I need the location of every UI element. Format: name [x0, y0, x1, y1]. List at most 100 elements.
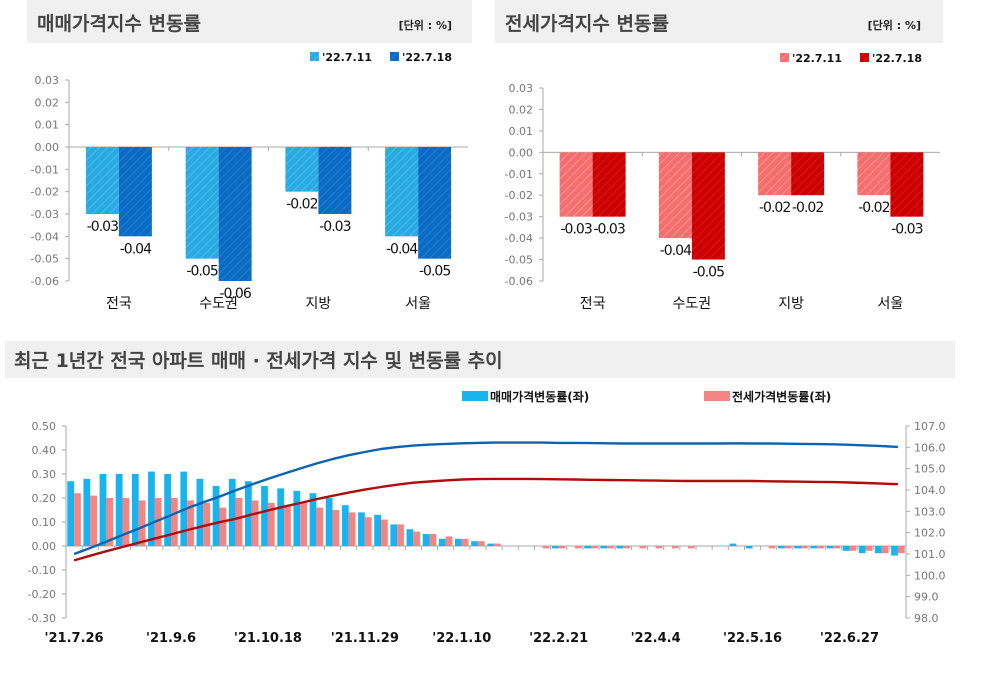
bar [791, 152, 824, 195]
data-label: -0.03 [87, 219, 118, 235]
category-label: 지방 [305, 296, 331, 312]
bar [494, 544, 501, 546]
bar [90, 496, 97, 546]
data-label: -0.02 [858, 200, 889, 216]
right-tick-label: 99.0 [914, 591, 939, 604]
category-label: 전국 [106, 296, 132, 312]
left-tick-label: 0.40 [32, 444, 57, 457]
bar [769, 546, 776, 548]
right-tick-label: 100.0 [914, 569, 946, 582]
legend-swatch [704, 391, 730, 401]
y-tick-label: 0.00 [509, 146, 534, 159]
bar [746, 546, 753, 548]
bar [139, 500, 146, 546]
bar [365, 517, 372, 546]
right-tick-label: 103.0 [914, 505, 946, 518]
bar [543, 546, 550, 548]
bar [197, 479, 204, 546]
data-label: -0.03 [594, 222, 625, 238]
bar [284, 505, 291, 546]
bar [875, 546, 882, 553]
y-tick-label: -0.06 [31, 275, 59, 288]
y-tick-label: -0.04 [505, 232, 533, 245]
bar [584, 546, 591, 548]
bar [119, 147, 152, 236]
bar [882, 546, 889, 553]
y-tick-label: 0.02 [509, 103, 534, 116]
y-tick-label: -0.05 [505, 254, 533, 267]
legend-label: 전세가격변동률(좌) [732, 389, 831, 404]
bar [785, 546, 792, 548]
data-label: -0.03 [319, 219, 350, 235]
bar [794, 546, 801, 548]
x-tick-label: '21.11.29 [331, 631, 399, 646]
bar [423, 534, 430, 546]
bar [623, 546, 630, 548]
bar [600, 546, 607, 548]
bar [293, 491, 300, 546]
jeonse-rate-chart: 전세가격지수 변동률[단위 : %]'22.7.11'22.7.180.030.… [495, 0, 943, 312]
unit-label: [단위 : %] [399, 18, 452, 32]
bar [758, 152, 791, 195]
data-label: -0.04 [120, 241, 152, 257]
bar [148, 472, 155, 546]
bar [446, 536, 453, 546]
bar [672, 546, 679, 548]
chart-title: 전세가격지수 변동률 [505, 13, 669, 35]
bar [778, 546, 785, 548]
bar [342, 505, 349, 546]
bar [100, 474, 107, 546]
y-tick-label: -0.03 [31, 208, 59, 221]
left-tick-label: -0.10 [28, 564, 56, 577]
bar [219, 147, 252, 281]
bar [559, 546, 566, 548]
bar [300, 503, 307, 546]
data-label: -0.02 [792, 200, 823, 216]
bar [462, 539, 469, 546]
bar [171, 498, 178, 546]
bar [385, 147, 418, 236]
bar [859, 546, 866, 553]
bar [261, 486, 268, 546]
bar [833, 546, 840, 548]
right-tick-label: 105.0 [914, 463, 946, 476]
left-tick-label: 0.00 [32, 540, 57, 553]
y-tick-label: -0.04 [31, 230, 59, 243]
y-tick-label: 0.03 [509, 82, 534, 95]
bar [659, 152, 692, 238]
x-tick-label: '22.2.21 [529, 631, 588, 646]
right-tick-label: 107.0 [914, 420, 946, 433]
left-tick-label: 0.10 [32, 516, 57, 529]
right-tick-label: 106.0 [914, 441, 946, 454]
bar [591, 546, 598, 548]
legend-swatch [390, 52, 399, 61]
bar [801, 546, 808, 548]
bar [333, 510, 340, 546]
bar [83, 479, 90, 546]
bar [617, 546, 624, 548]
bar [318, 147, 351, 214]
data-label: -0.03 [561, 222, 592, 238]
bar [326, 498, 333, 546]
bar [857, 152, 890, 195]
bar [560, 152, 593, 216]
bar [132, 474, 139, 546]
bar [285, 147, 318, 192]
bar [123, 498, 130, 546]
trend-chart: 최근 1년간 전국 아파트 매매 · 전세가격 지수 및 변동률 추이매매가격변… [5, 341, 955, 646]
chart-title: 매매가격지수 변동률 [37, 13, 201, 35]
bar [86, 147, 119, 214]
legend-label: 매매가격변동률(좌) [490, 389, 589, 404]
bar [219, 508, 226, 546]
category-label: 서울 [405, 296, 431, 312]
unit-label: [단위 : %] [868, 18, 921, 32]
left-tick-label: 0.30 [32, 468, 57, 481]
y-tick-label: 0.02 [35, 96, 60, 109]
bar [688, 546, 695, 548]
y-tick-label: 0.01 [35, 119, 60, 132]
data-label: -0.04 [386, 241, 418, 257]
bar [552, 546, 559, 548]
bar [213, 486, 220, 546]
legend-label: '22.7.11 [322, 51, 372, 64]
bar [810, 546, 817, 548]
